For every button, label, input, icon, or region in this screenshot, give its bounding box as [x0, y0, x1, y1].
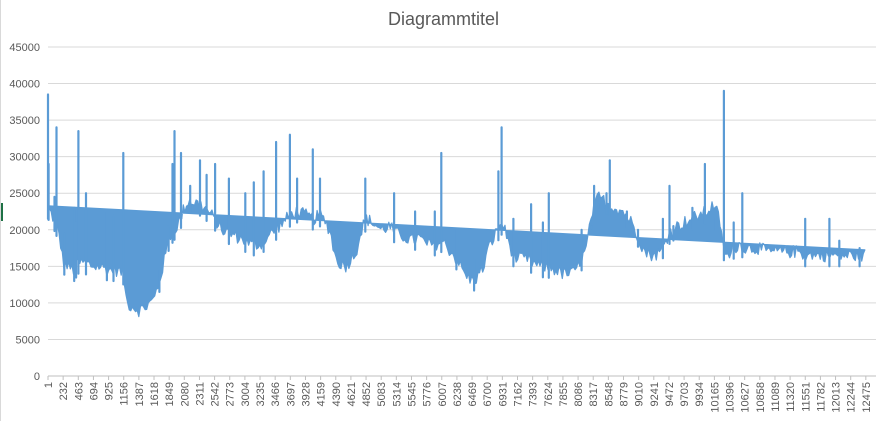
x-tick-label: 3004 [240, 382, 252, 406]
x-tick-label: 10396 [725, 382, 737, 413]
y-tick-label: 30000 [9, 152, 40, 164]
x-tick-label: 8086 [573, 382, 585, 406]
x-tick-label: 1618 [149, 382, 161, 406]
x-tick-label: 925 [104, 382, 116, 400]
x-tick-label: 5083 [376, 382, 388, 406]
y-tick-label: 35000 [9, 115, 40, 127]
y-tick-label: 15000 [9, 261, 40, 273]
x-axis-tick-labels: 1 232 463 694 925 1156 1387 1618 1849 2080 2311 254… [43, 376, 873, 413]
x-tick-label: 6931 [497, 382, 509, 406]
x-tick-label: 9703 [679, 382, 691, 406]
x-tick-label: 11551 [800, 382, 812, 412]
x-tick-label: 2773 [225, 382, 237, 406]
y-tick-label: 45000 [9, 42, 40, 54]
x-tick-label: 3697 [285, 382, 297, 406]
x-tick-label: 12013 [831, 382, 843, 413]
x-tick-label: 5545 [407, 382, 419, 406]
x-tick-label: 1 [43, 382, 55, 388]
x-tick-label: 1849 [164, 382, 176, 406]
x-tick-label: 4159 [316, 382, 328, 406]
x-tick-label: 7393 [528, 382, 540, 406]
x-tick-label: 12475 [861, 382, 873, 413]
x-tick-label: 10165 [709, 382, 721, 413]
x-tick-label: 3928 [301, 382, 313, 406]
x-tick-label: 5314 [391, 382, 403, 406]
x-tick-label: 4852 [361, 382, 373, 406]
x-tick-label: 7855 [558, 382, 570, 406]
x-tick-label: 3235 [255, 382, 267, 406]
y-axis-tick-labels: 0 5000 10000 15000 20000 25000 30000 35000 40000… [9, 42, 40, 383]
x-tick-label: 7624 [543, 382, 555, 406]
x-tick-label: 1156 [119, 382, 131, 406]
x-tick-label: 2311 [195, 382, 207, 406]
x-tick-label: 10627 [740, 382, 752, 413]
x-tick-label: 1387 [134, 382, 146, 406]
chart-title: Diagrammtitel [387, 9, 500, 29]
x-tick-label: 3466 [270, 382, 282, 406]
y-tick-label: 20000 [9, 225, 40, 237]
x-tick-label: 5776 [422, 382, 434, 406]
x-tick-label: 694 [88, 382, 100, 400]
x-tick-label: 8548 [603, 382, 615, 406]
x-tick-label: 9010 [634, 382, 646, 406]
y-tick-label: 10000 [9, 298, 40, 310]
y-tick-label: 25000 [9, 188, 40, 200]
x-tick-label: 6238 [452, 382, 464, 406]
x-tick-label: 9472 [664, 382, 676, 406]
x-tick-label: 11320 [785, 382, 797, 412]
x-tick-label: 11089 [770, 382, 782, 412]
x-tick-label: 11782 [815, 382, 827, 412]
x-tick-label: 232 [58, 382, 70, 400]
x-tick-label: 9934 [694, 382, 706, 406]
x-tick-label: 8317 [588, 382, 600, 406]
selection-marker [1, 203, 3, 221]
y-tick-label: 40000 [9, 79, 40, 91]
x-tick-label: 7162 [513, 382, 525, 406]
x-tick-label: 8779 [619, 382, 631, 406]
y-tick-label: 0 [34, 371, 40, 383]
x-tick-label: 4621 [346, 382, 358, 406]
y-tick-label: 5000 [16, 334, 40, 346]
x-tick-label: 2080 [179, 382, 191, 406]
x-tick-label: 463 [73, 382, 85, 400]
x-tick-label: 6700 [482, 382, 494, 406]
x-tick-label: 6469 [467, 382, 479, 406]
x-tick-label: 6007 [437, 382, 449, 406]
x-tick-label: 10858 [755, 382, 767, 413]
series-area [46, 89, 866, 318]
x-tick-label: 9241 [649, 382, 661, 406]
x-tick-label: 12244 [846, 382, 858, 413]
x-tick-label: 4390 [331, 382, 343, 406]
x-tick-label: 2542 [210, 382, 222, 406]
